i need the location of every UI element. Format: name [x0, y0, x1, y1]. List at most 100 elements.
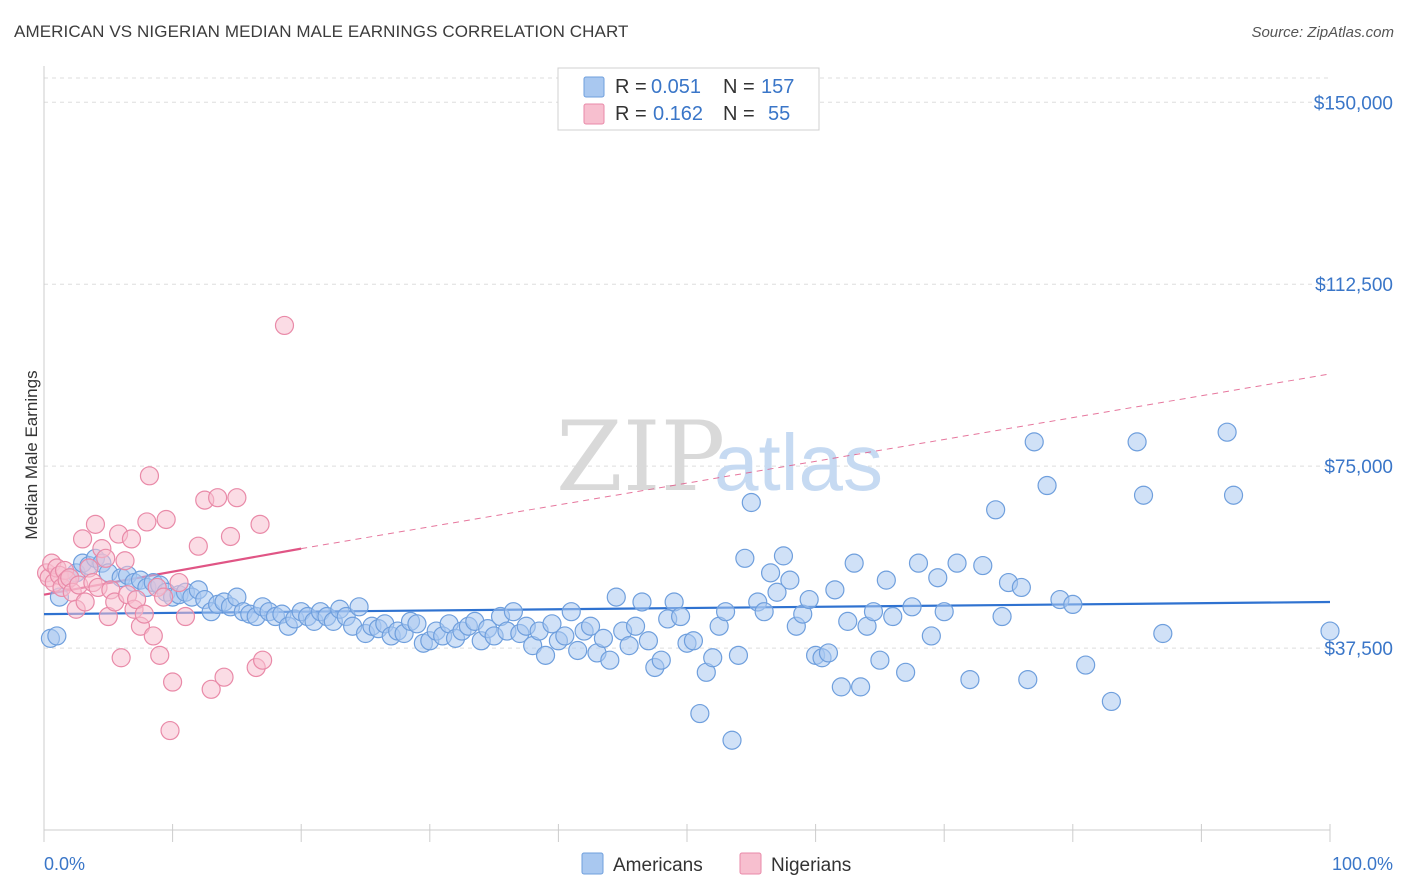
- american-point: [722, 730, 742, 750]
- chart-title: AMERICAN VS NIGERIAN MEDIAN MALE EARNING…: [14, 22, 629, 41]
- nigerian-point: [137, 512, 157, 532]
- legend-n-label-americans: N =: [723, 76, 755, 98]
- bottom-legend: Americans Nigerians: [581, 852, 851, 876]
- nigerian-point: [250, 514, 270, 534]
- american-point: [1127, 432, 1147, 452]
- nigerian-point: [201, 679, 221, 699]
- american-point: [947, 553, 967, 573]
- nigerian-point: [274, 315, 295, 336]
- source-label: Source: ZipAtlas.com: [1251, 24, 1394, 41]
- american-point: [773, 546, 794, 566]
- nigerian-point: [214, 667, 234, 687]
- american-point: [934, 602, 954, 622]
- data-points: [36, 315, 1340, 750]
- axes: [43, 66, 1331, 842]
- american-point: [902, 597, 922, 617]
- nigerian-point: [163, 672, 183, 692]
- american-point: [1223, 485, 1244, 505]
- american-point: [703, 648, 723, 668]
- american-point: [1024, 432, 1044, 452]
- american-point: [1018, 669, 1038, 690]
- american-point: [851, 677, 871, 697]
- watermark-zip: ZIP: [556, 401, 725, 513]
- nigerian-point: [85, 514, 106, 534]
- american-point: [754, 602, 774, 622]
- nigerian-point: [139, 466, 160, 486]
- american-point: [580, 616, 601, 636]
- american-point: [632, 592, 652, 612]
- american-point: [741, 492, 761, 513]
- legend-r-value-americans: 0.051: [651, 76, 701, 98]
- american-point: [535, 645, 556, 665]
- american-point: [349, 597, 369, 617]
- american-point: [883, 606, 903, 627]
- american-point: [1063, 594, 1083, 615]
- american-point: [986, 500, 1006, 520]
- american-point: [651, 650, 671, 670]
- legend-r-label-americans: R =: [615, 76, 647, 98]
- american-point: [799, 589, 819, 610]
- legend-r-label-nigerians: R =: [615, 103, 647, 125]
- x-tick-label: 100.0%: [1332, 854, 1393, 874]
- legend-swatch-nigerians: [583, 103, 605, 125]
- american-point: [760, 563, 781, 583]
- legend-n-label-nigerians: N =: [723, 103, 755, 125]
- american-point: [670, 606, 691, 627]
- nigerian-point: [111, 648, 131, 668]
- american-point: [973, 555, 993, 576]
- legend-box: R = 0.051 N = 157 R = 0.162 N = 55: [557, 67, 820, 131]
- x-tick-label: 0.0%: [44, 854, 85, 874]
- american-point: [47, 626, 67, 646]
- american-point: [593, 628, 614, 648]
- american-point: [561, 602, 581, 622]
- american-point: [690, 703, 710, 724]
- y-tick-label: $112,500: [1315, 275, 1393, 296]
- american-point: [921, 626, 941, 646]
- watermark: ZIP atlas: [556, 401, 883, 513]
- y-tick-label: $75,000: [1324, 457, 1393, 478]
- legend-swatch-americans: [583, 76, 605, 98]
- american-point: [876, 570, 896, 590]
- nigerian-point: [134, 604, 154, 624]
- american-point: [1133, 485, 1154, 505]
- watermark-atlas: atlas: [714, 418, 883, 507]
- american-point: [606, 587, 626, 607]
- nigerian-point: [72, 529, 93, 549]
- american-point: [568, 640, 588, 661]
- legend-n-value-americans: 157: [761, 76, 794, 98]
- american-point: [728, 645, 749, 665]
- american-point: [767, 582, 787, 602]
- bottom-legend-swatch-nigerians: [739, 852, 762, 875]
- american-point: [1076, 655, 1096, 675]
- american-point: [1037, 475, 1057, 496]
- american-point: [619, 636, 639, 656]
- american-point: [555, 626, 575, 646]
- american-point: [1153, 623, 1173, 644]
- nigerian-point: [169, 572, 189, 593]
- nigerian-point: [150, 645, 170, 665]
- nigerian-point: [160, 720, 180, 741]
- nigerian-point: [208, 488, 228, 508]
- american-point: [780, 570, 800, 590]
- y-tick-label: $37,500: [1324, 639, 1393, 660]
- american-point: [896, 662, 916, 682]
- american-point: [1217, 422, 1237, 442]
- american-point: [831, 677, 851, 697]
- nigerian-point: [188, 536, 208, 556]
- american-point: [503, 602, 523, 622]
- american-point: [600, 650, 620, 670]
- nigerian-point: [153, 587, 174, 607]
- american-point: [625, 616, 646, 636]
- american-point: [844, 553, 864, 573]
- american-point: [1101, 691, 1121, 712]
- american-point: [638, 631, 659, 651]
- trend-line-nigerians-extension: [301, 373, 1331, 550]
- american-point: [1320, 621, 1340, 641]
- bottom-legend-swatch-americans: [581, 852, 604, 875]
- nigerian-point: [227, 488, 247, 508]
- nigerian-point: [96, 548, 116, 568]
- gridlines: [44, 77, 1330, 649]
- nigerian-point: [115, 551, 135, 571]
- american-point: [960, 669, 980, 690]
